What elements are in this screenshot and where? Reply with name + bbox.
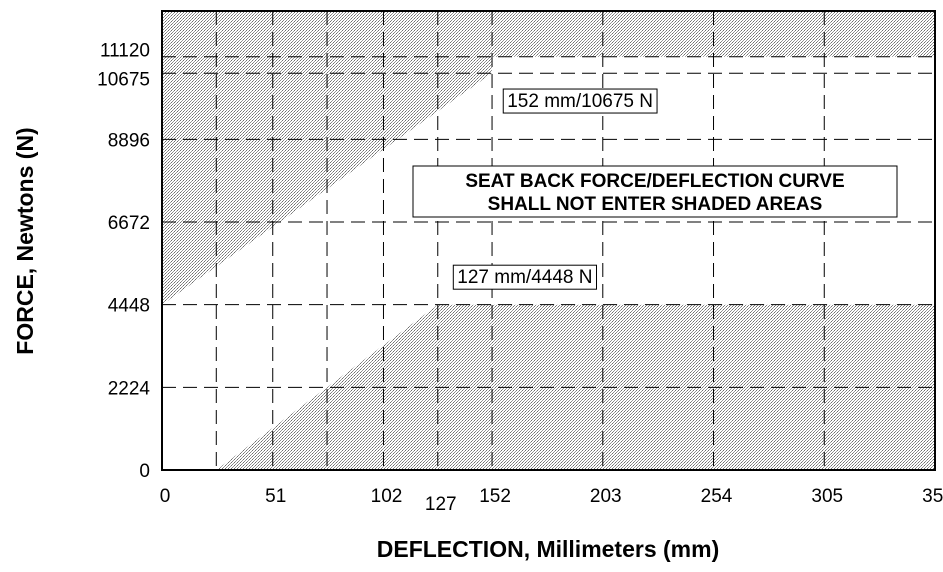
y-axis-title: FORCE, Newtons (N) (12, 127, 38, 354)
note-box: SEAT BACK FORCE/DEFLECTION CURVE SHALL N… (412, 165, 898, 218)
plot-frame (161, 10, 936, 471)
y-tick-label: 8896 (108, 130, 150, 151)
x-tick-label: 254 (701, 486, 733, 507)
shaded-regions (162, 11, 936, 470)
note-line-2: SHALL NOT ENTER SHADED AREAS (488, 194, 823, 215)
x-tick-label: 127 (425, 494, 457, 515)
x-tick-labels: 0 51 102 127 152 203 254 305 356 (160, 486, 943, 515)
y-tick-label: 10675 (97, 69, 150, 90)
x-axis-title: DEFLECTION, Millimeters (mm) (377, 536, 719, 562)
gridlines (162, 11, 935, 470)
point-127-label: 127 mm/4448 N (452, 264, 598, 290)
x-tick-label: 0 (160, 486, 171, 507)
x-tick-label: 203 (590, 486, 622, 507)
y-tick-label: 6672 (108, 213, 150, 234)
y-tick-label: 2224 (108, 378, 151, 399)
x-tick-label: 305 (811, 486, 843, 507)
x-tick-label: 51 (265, 486, 286, 507)
lower-shaded-area (216, 304, 936, 470)
y-tick-label: 4448 (108, 296, 150, 317)
annotations: 152 mm/10675 N 127 mm/4448 N (452, 88, 658, 290)
x-tick-label: 356 (922, 486, 943, 507)
point-152-label-text: 152 mm/10675 N (507, 91, 653, 112)
y-tick-label: 11120 (100, 41, 150, 62)
point-127-label-frame (452, 264, 598, 290)
x-tick-label: 152 (479, 486, 511, 507)
point-127-label-text: 127 mm/4448 N (457, 267, 592, 288)
note-line-1: SEAT BACK FORCE/DEFLECTION CURVE (465, 171, 844, 192)
point-152-label-frame (502, 88, 658, 114)
y-tick-label: 0 (139, 461, 150, 482)
y-tick-labels: 0 2224 4448 6672 8896 10675 11120 (97, 41, 150, 482)
x-tick-label: 102 (371, 486, 403, 507)
upper-shaded-area (162, 11, 935, 305)
point-152-label: 152 mm/10675 N (502, 88, 658, 114)
note-box-frame (412, 165, 898, 218)
